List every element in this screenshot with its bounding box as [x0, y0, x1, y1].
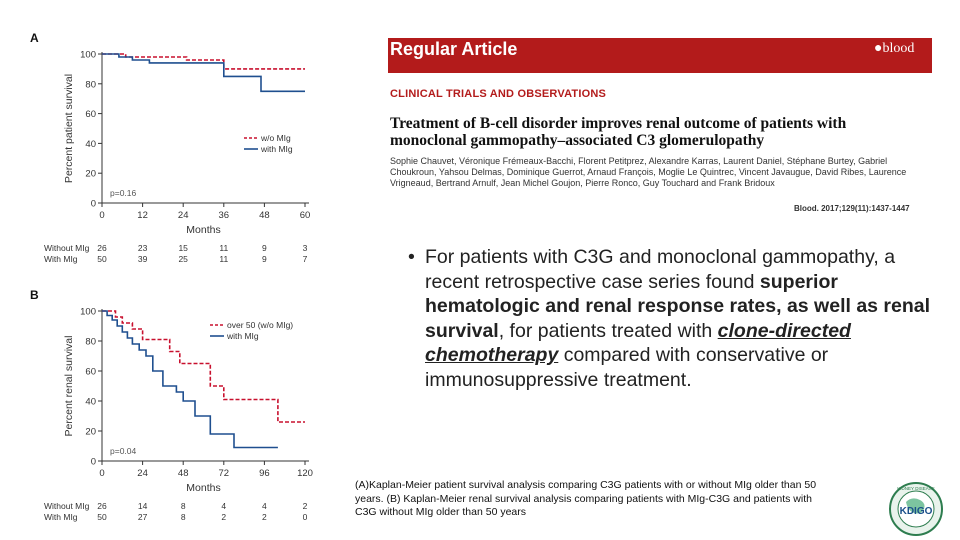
chart-a-x-tick-label: 24: [178, 210, 189, 221]
chart-b-risk-value: 14: [138, 501, 148, 511]
chart-a-pvalue: p=0.16: [110, 188, 137, 198]
chart-a-risk-value: 25: [178, 254, 188, 264]
chart-b-risk-value: 2: [221, 512, 226, 522]
chart-b-risk-value: 4: [262, 501, 267, 511]
chart-b-legend-label-0: over 50 (w/o MIg): [227, 320, 293, 330]
article-citation: Blood. 2017;129(11):1437-1447: [794, 204, 910, 213]
chart-a-risk-value: 9: [262, 243, 267, 253]
chart-a-risk-value: 9: [262, 254, 267, 264]
chart-a-risk-row-label: Without MIg: [44, 243, 90, 253]
chart-b-x-tick-label: 96: [259, 468, 270, 479]
article-banner-title: Regular Article: [390, 39, 518, 59]
kdigo-logo-ring-text: KIDNEY DISEASE: [897, 486, 934, 491]
chart-a-y-tick-label: 60: [85, 109, 96, 120]
chart-a-y-tick-label: 40: [85, 139, 96, 150]
chart-b-x-tick-label: 0: [99, 468, 104, 479]
chart-a-legend-label-0: w/o MIg: [260, 133, 291, 143]
chart-a-legend-label-1: with MIg: [260, 144, 293, 154]
bullet-seg3: , for patients treated with: [498, 319, 718, 342]
chart-b-series-line-1: [102, 310, 278, 449]
chart-b-risk-row-label: Without MIg: [44, 501, 90, 511]
chart-b-x-tick-label: 72: [219, 468, 230, 479]
chart-a-x-tick-label: 0: [99, 210, 104, 221]
bullet-seg5: compared with conservative or immunosupp…: [425, 344, 829, 391]
chart-a-risk-value: 39: [138, 254, 148, 264]
chart-b-y-tick-label: 20: [85, 427, 96, 438]
journal-logo: ●blood: [874, 41, 915, 56]
kdigo-logo-globe: [906, 498, 925, 514]
chart-a-risk-value: 11: [219, 254, 228, 264]
chart-a: 0 20 40 60 80 100 0 12 24 36 48 60 Months Percent pat…: [44, 50, 311, 265]
chart-a-series-line-1: [102, 53, 305, 93]
chart-a-y-axis-label: Percent patient survival: [63, 74, 75, 183]
chart-a-y-tick-label: 20: [85, 169, 96, 180]
chart-b-risk-value: 0: [303, 512, 308, 522]
chart-a-risk-value: 7: [303, 254, 308, 264]
kdigo-logo-text: KDIGO: [900, 506, 933, 517]
chart-b-y-tick-label: 100: [80, 307, 96, 318]
bullet-dot-icon: •: [408, 246, 415, 268]
chart-b-x-tick-label: 120: [297, 468, 313, 479]
chart-b-risk-value: 2: [303, 501, 308, 511]
chart-a-risk-n: 50: [97, 254, 107, 264]
chart-a-x-axis-label: Months: [186, 224, 220, 236]
chart-b-risk-value: 4: [221, 501, 226, 511]
chart-a-risk-value: 15: [178, 243, 188, 253]
chart-b-y-tick-label: 80: [85, 337, 96, 348]
chart-b-risk-value: 2: [262, 512, 267, 522]
article-title-line1: Treatment of B-cell disorder improves re…: [390, 115, 847, 132]
article-authors: Sophie Chauvet, Véronique Frémeaux-Bacch…: [390, 156, 907, 188]
panel-a-letter: A: [30, 31, 39, 45]
chart-b-x-axis-label: Months: [186, 482, 220, 494]
bullet-point: • For patients with C3G and monoclonal g…: [408, 245, 938, 392]
chart-b-risk-value: 8: [181, 501, 186, 511]
bullet-body: For patients with C3G and monoclonal gam…: [408, 245, 938, 392]
chart-b-x-tick-label: 48: [178, 468, 189, 479]
chart-b-risk-value: 8: [181, 512, 186, 522]
chart-a-x-tick-label: 12: [137, 210, 148, 221]
chart-b-risk-row-label: With MIg: [44, 512, 78, 522]
chart-b-risk-value: 27: [138, 512, 148, 522]
chart-a-y-tick-label: 0: [91, 199, 96, 210]
chart-a-risk-row-label: With MIg: [44, 254, 78, 264]
chart-b-series-line-0: [102, 310, 305, 423]
chart-b-legend-label-1: with MIg: [226, 331, 259, 341]
chart-b-y-tick-label: 0: [91, 457, 96, 468]
bullet-seg1: For patients with C3G and monoclonal gam…: [425, 246, 896, 293]
chart-b-y-tick-label: 40: [85, 397, 96, 408]
chart-a-x-tick-label: 48: [259, 210, 270, 221]
chart-a-risk-value: 11: [219, 243, 228, 253]
chart-b-y-tick-label: 60: [85, 367, 96, 378]
chart-a-risk-value: 3: [303, 243, 308, 253]
bullet-seg4: clone-directed chemotherapy: [425, 319, 851, 367]
article-section: CLINICAL TRIALS AND OBSERVATIONS: [390, 88, 607, 100]
chart-a-risk-n: 26: [97, 243, 107, 253]
figure-caption: (A)Kaplan-Meier patient survival analysi…: [355, 479, 817, 518]
chart-b-x-tick-label: 24: [137, 468, 148, 479]
chart-b-y-axis-label: Percent renal survival: [63, 336, 75, 437]
chart-b-pvalue: p=0.04: [110, 446, 137, 456]
article-title-line2: monoclonal gammopathy–associated C3 glom…: [390, 132, 765, 149]
chart-b-risk-n: 26: [97, 501, 107, 511]
chart-a-y-tick-label: 100: [80, 50, 96, 61]
panel-b-letter: B: [30, 288, 39, 302]
chart-a-risk-value: 23: [138, 243, 148, 253]
kdigo-logo: KDIGO KIDNEY DISEASE: [889, 482, 943, 536]
chart-a-x-tick-label: 36: [219, 210, 230, 221]
bullet-seg2: superior hematologic and renal response …: [425, 270, 931, 342]
article-title: Treatment of B-cell disorder improves re…: [390, 115, 930, 149]
chart-a-x-tick-label: 60: [300, 210, 311, 221]
chart-a-y-tick-label: 80: [85, 79, 96, 90]
article-banner: [388, 38, 932, 73]
chart-b-risk-n: 50: [97, 512, 107, 522]
